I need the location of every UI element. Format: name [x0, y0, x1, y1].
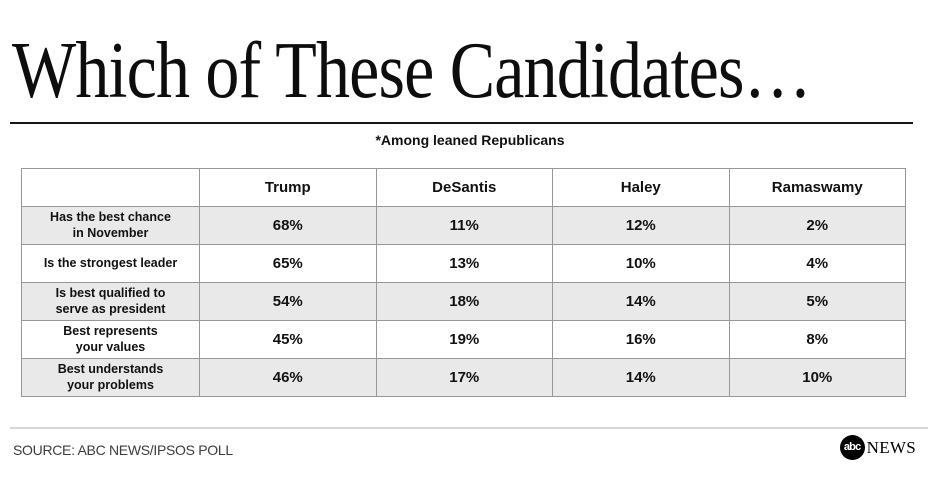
poll-value: 10% [728, 358, 906, 397]
title-divider [10, 122, 913, 124]
poll-value: 45% [199, 320, 377, 359]
poll-value: 13% [375, 244, 553, 283]
row-label: Best understands your problems [21, 358, 200, 397]
poll-value: 54% [199, 282, 377, 321]
footer-divider [10, 427, 928, 429]
poll-value: 8% [728, 320, 906, 359]
column-header-haley: Haley [552, 168, 730, 207]
table-row: Is the strongest leader 65% 13% 10% 4% [21, 244, 906, 283]
column-header-ramaswamy: Ramaswamy [728, 168, 906, 207]
table-row: Has the best chance in November 68% 11% … [21, 206, 906, 245]
poll-value: 14% [552, 282, 730, 321]
row-label: Has the best chance in November [21, 206, 200, 245]
poll-value: 18% [375, 282, 553, 321]
abc-news-wordmark: NEWS [866, 437, 916, 457]
poll-table: Trump DeSantis Haley Ramaswamy Has the b… [21, 168, 906, 397]
poll-value: 5% [728, 282, 906, 321]
row-label: Is the strongest leader [21, 244, 200, 283]
poll-value: 16% [552, 320, 730, 359]
table-row: Is best qualified to serve as president … [21, 282, 906, 321]
poll-value: 11% [375, 206, 553, 245]
page-title: Which of These Candidates… [12, 25, 812, 115]
row-label: Is best qualified to serve as president [21, 282, 200, 321]
poll-value: 65% [199, 244, 377, 283]
column-header-desantis: DeSantis [375, 168, 553, 207]
poll-value: 12% [552, 206, 730, 245]
poll-value: 2% [728, 206, 906, 245]
abc-news-logo: abc NEWS [839, 435, 916, 460]
poll-value: 17% [375, 358, 553, 397]
poll-value: 10% [552, 244, 730, 283]
source-credit: SOURCE: ABC NEWS/IPSOS POLL [13, 442, 233, 458]
header-row: Trump DeSantis Haley Ramaswamy [21, 168, 906, 207]
poll-value: 19% [375, 320, 553, 359]
poll-value: 4% [728, 244, 906, 283]
column-header-empty [21, 168, 200, 207]
column-header-trump: Trump [199, 168, 377, 207]
poll-value: 46% [199, 358, 377, 397]
table-row: Best understands your problems 46% 17% 1… [21, 358, 906, 397]
page-subtitle: *Among leaned Republicans [375, 132, 565, 148]
poll-value: 68% [199, 206, 377, 245]
table-row: Best represents your values 45% 19% 16% … [21, 320, 906, 359]
abc-logo-circle-icon: abc [839, 435, 865, 460]
poll-value: 14% [552, 358, 730, 397]
row-label: Best represents your values [21, 320, 200, 359]
